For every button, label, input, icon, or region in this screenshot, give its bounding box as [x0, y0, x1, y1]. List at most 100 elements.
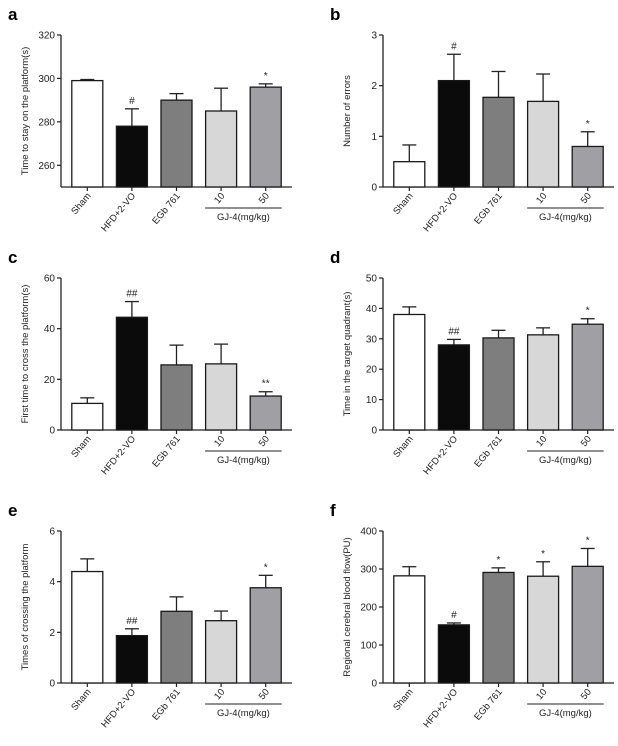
significance-mark: *: [586, 119, 590, 130]
x-tick-label: HFD+2-VO: [421, 687, 460, 730]
significance-mark: *: [541, 549, 545, 560]
y-tick-label: 20: [366, 365, 378, 376]
significance-mark: *: [264, 71, 268, 82]
x-tick-label: EGb 761: [472, 687, 505, 723]
y-tick-label: 100: [360, 641, 377, 652]
x-tick-label: Sham: [69, 687, 93, 713]
x-tick-label: 10: [534, 434, 549, 449]
x-tick-label: 10: [212, 687, 227, 702]
x-tick-label: 50: [579, 191, 594, 206]
panel-c: c 0 20 40 60 First time to cross the platform…: [0, 243, 309, 488]
bar: [160, 364, 193, 431]
x-tick-label: 50: [257, 434, 272, 449]
y-tick-label: 300: [38, 74, 55, 85]
x-tick-label: 10: [212, 434, 227, 449]
significance-mark: **: [262, 379, 270, 390]
significance-mark: #: [129, 96, 135, 107]
x-tick-label: 50: [257, 687, 272, 702]
y-tick-label: 40: [44, 324, 56, 335]
panel-e: e 0 2 4 6 Times of crossing the platform Sham #…: [0, 496, 309, 741]
y-tick-label: 4: [49, 577, 55, 588]
y-tick-label: 0: [371, 183, 377, 194]
bar: [437, 624, 471, 684]
x-tick-label: Sham: [391, 687, 415, 713]
y-tick-label: 0: [49, 679, 55, 690]
y-tick-label: 3: [371, 31, 377, 42]
y-axis-label: Time in the target quadrant(s): [342, 292, 353, 417]
y-axis-label: Regional cerebral blood flow(PU): [342, 537, 353, 676]
bar: [115, 125, 149, 188]
x-tick-label: Sham: [69, 434, 93, 460]
x-tick-label: HFD+2-VO: [421, 191, 460, 234]
bar: [71, 79, 104, 188]
panel-b: b 0 1 2 3 Number of errors Sham # HFD+2-VO EGb 76…: [322, 0, 618, 245]
y-axis-label: Number of errors: [342, 75, 353, 147]
chart-f: f 0 100 200 300 400 Regional cerebral blood fl…: [330, 501, 614, 730]
group-label: GJ-4(mg/kg): [539, 212, 592, 223]
panel-letter: f: [330, 501, 336, 520]
bar: [571, 145, 604, 188]
bar: [393, 161, 426, 188]
bar: [204, 110, 238, 188]
panel-letter: b: [330, 5, 340, 24]
y-tick-label: 40: [366, 304, 378, 315]
x-tick-label: EGb 761: [150, 434, 183, 470]
x-tick-label: EGb 761: [472, 434, 505, 470]
y-axis-label: Times of crossing the platform: [20, 543, 31, 670]
bar: [71, 402, 104, 431]
bar: [526, 100, 560, 188]
chart-c: c 0 20 40 60 First time to cross the platform…: [8, 248, 292, 477]
panel-letter: a: [8, 5, 18, 24]
y-tick-label: 320: [38, 31, 55, 42]
panel-letter: d: [330, 248, 340, 267]
chart-d: d 0 10 20 30 40 50 Time in the target quadrant(…: [330, 248, 614, 477]
y-tick-label: 260: [38, 161, 55, 172]
bar: [115, 316, 149, 431]
y-tick-label: 200: [360, 603, 377, 614]
x-tick-label: 50: [257, 191, 272, 206]
group-label: GJ-4(mg/kg): [217, 212, 270, 223]
y-axis-label: Time to stay on the platform(s): [20, 47, 31, 175]
x-tick-label: EGb 761: [472, 191, 505, 227]
y-tick-label: 2: [49, 628, 55, 639]
bar: [393, 313, 426, 431]
bar: [526, 575, 560, 684]
x-tick-label: EGb 761: [150, 687, 183, 723]
bar: [526, 334, 560, 431]
panel-letter: c: [8, 248, 17, 267]
panel-letter: e: [8, 501, 17, 520]
x-tick-label: 10: [212, 191, 227, 206]
significance-mark: *: [264, 562, 268, 573]
significance-mark: *: [586, 306, 590, 317]
y-tick-label: 60: [44, 274, 56, 285]
significance-mark: *: [497, 555, 501, 566]
x-tick-label: HFD+2-VO: [421, 434, 460, 477]
panel-d: d 0 10 20 30 40 50 Time in the target quadrant(…: [322, 243, 618, 488]
bar: [204, 363, 238, 431]
x-tick-label: 50: [579, 434, 594, 449]
chart-b: b 0 1 2 3 Number of errors Sham # HFD+2-VO EGb 76…: [330, 5, 614, 234]
bar: [393, 575, 426, 684]
y-axis-label: First time to cross the platform(s): [20, 285, 31, 424]
y-tick-label: 0: [371, 679, 377, 690]
bar: [482, 337, 515, 431]
y-tick-label: 6: [49, 527, 55, 538]
bar: [482, 96, 515, 188]
chart-e: e 0 2 4 6 Times of crossing the platform Sham #…: [8, 501, 292, 730]
bar: [160, 610, 193, 684]
x-tick-label: HFD+2-VO: [99, 687, 138, 730]
significance-mark: #: [451, 610, 457, 621]
bar: [482, 571, 515, 684]
group-label: GJ-4(mg/kg): [217, 708, 270, 719]
group-label: GJ-4(mg/kg): [539, 708, 592, 719]
y-tick-label: 1: [371, 132, 377, 143]
bar: [249, 395, 282, 431]
x-tick-label: 10: [534, 687, 549, 702]
x-tick-label: 50: [579, 687, 594, 702]
y-tick-label: 0: [371, 426, 377, 437]
bar: [71, 570, 104, 684]
y-tick-label: 50: [366, 274, 378, 285]
group-label: GJ-4(mg/kg): [539, 455, 592, 466]
bar: [571, 565, 604, 684]
x-tick-label: HFD+2-VO: [99, 434, 138, 477]
